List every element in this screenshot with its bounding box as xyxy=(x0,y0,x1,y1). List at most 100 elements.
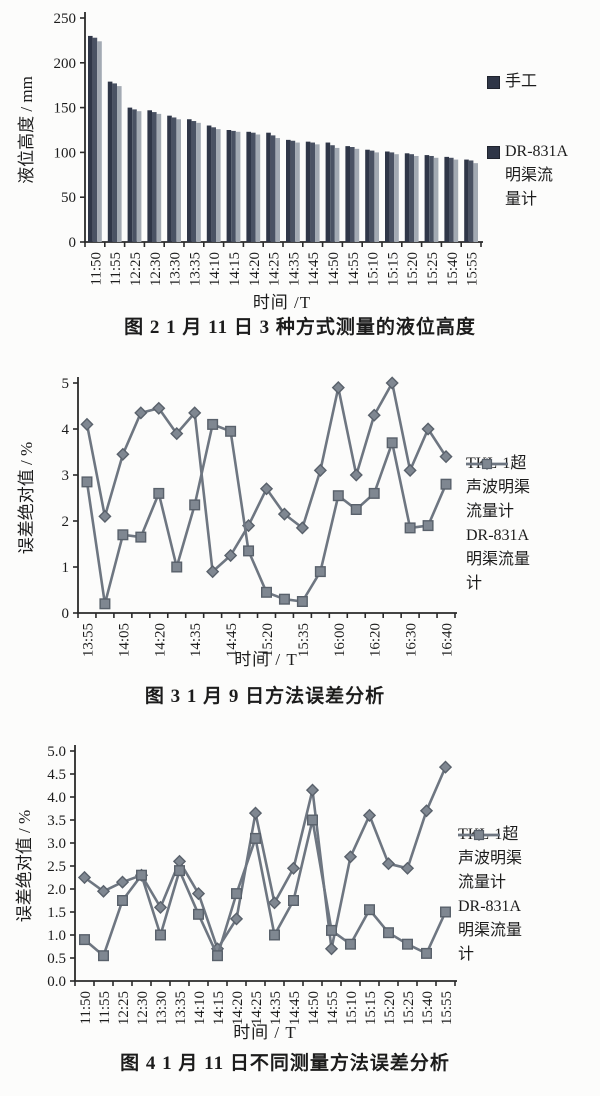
bar xyxy=(112,83,117,242)
data-point-square xyxy=(440,906,452,918)
data-point-square xyxy=(364,904,376,916)
data-point-diamond xyxy=(170,427,184,441)
data-point-diamond xyxy=(191,887,206,901)
x-tick-label: 11:50 xyxy=(88,252,104,286)
bar xyxy=(231,130,236,242)
data-point-square xyxy=(173,865,185,877)
bar-series-2 xyxy=(97,41,478,243)
bar xyxy=(345,146,350,242)
x-tick-label: 14:25 xyxy=(267,252,283,286)
x-tick-label: 15:15 xyxy=(385,252,401,286)
legend-label: DR-831A 明渠流量计 xyxy=(505,140,568,212)
data-point-square xyxy=(368,487,380,499)
x-tick-label: 15:10 xyxy=(344,991,360,1025)
data-point-diamond xyxy=(439,450,453,464)
y-tick-label: 200 xyxy=(54,56,77,72)
data-point-diamond xyxy=(267,896,282,910)
line-chart-canvas: 0 1 2 3 4 5 13:55 14:05 14:20 14:35 14:45 15:20 15:3… xyxy=(17,376,457,657)
line-chart-canvas: 0.0 0.5 1.0 1.5 2.0 2.5 3.0 3.5 4.0 4.5 5.0 11:50 11… xyxy=(15,744,457,1025)
bar xyxy=(449,157,454,242)
bar xyxy=(325,142,331,242)
bar xyxy=(310,142,315,242)
x-tick-label: 11:55 xyxy=(97,991,113,1025)
x-tick-label: 12:30 xyxy=(135,991,151,1025)
x-tick-label: 14:20 xyxy=(230,991,246,1025)
x-tick-label: 11:55 xyxy=(108,252,124,286)
x-tick-label: 14:35 xyxy=(268,991,284,1025)
x-tick-label: 13:55 xyxy=(80,623,96,657)
data-point-diamond xyxy=(229,912,244,926)
data-point-diamond xyxy=(421,422,435,436)
legend-label-line: DR-831A xyxy=(458,898,522,915)
data-point-diamond xyxy=(419,804,434,818)
y-tick-label: 1.5 xyxy=(47,905,66,921)
bar xyxy=(350,147,355,242)
x-tick-label: 15:15 xyxy=(363,991,379,1025)
figure-3-line-chart: 0 1 2 3 4 5 13:55 14:05 14:20 14:35 14:45 15:20 15:3… xyxy=(0,347,600,735)
x-tick-label: 15:10 xyxy=(366,252,382,286)
y-tick-label: 0.5 xyxy=(47,951,66,967)
x-tick-label: 15:20 xyxy=(260,623,276,657)
figure-4-line-chart: 0.0 0.5 1.0 1.5 2.0 2.5 3.0 3.5 4.0 4.5 5.0 11:50 11… xyxy=(0,735,600,1096)
x-tick-label: 16:20 xyxy=(368,623,384,657)
data-point-diamond xyxy=(400,861,415,875)
x-tick-label: 14:35 xyxy=(286,252,302,286)
bar xyxy=(315,144,320,242)
y-tick-label: 250 xyxy=(54,11,77,27)
y-axis-title: 液位高度 / mm xyxy=(17,76,36,184)
bar xyxy=(295,142,300,242)
x-tick-label: 14:35 xyxy=(188,623,204,657)
data-point-square xyxy=(269,929,281,941)
data-point-square xyxy=(189,499,201,511)
legend-entry: 手工 xyxy=(487,70,568,94)
bar-chart-legend: 手工 DR-831A 明渠流 量计 xyxy=(487,70,568,258)
bar xyxy=(369,150,375,242)
bar xyxy=(187,119,192,242)
x-tick-label: 14:20 xyxy=(247,252,263,286)
legend-entry: DR-831A 明渠流量计 xyxy=(466,458,530,596)
data-point-square xyxy=(249,832,261,844)
data-point-square xyxy=(386,437,398,449)
x-tick-label: 16:40 xyxy=(440,623,456,657)
data-point-square xyxy=(296,595,308,607)
y-tick-label: 50 xyxy=(61,190,76,206)
data-point-diamond xyxy=(295,521,309,535)
x-tick-label: 12:25 xyxy=(116,991,132,1025)
bar xyxy=(191,121,197,242)
x-tick-label: 14:20 xyxy=(152,623,168,657)
legend-label-line: 明渠流量 xyxy=(458,922,523,939)
data-point-square xyxy=(402,938,414,950)
y-tick-label: 5 xyxy=(62,376,70,392)
data-point-square xyxy=(135,531,147,543)
bar xyxy=(266,132,271,242)
legend-label: DR-831A 明渠流量计 xyxy=(458,895,522,967)
data-point-diamond xyxy=(403,463,417,477)
data-point-diamond xyxy=(153,900,168,914)
x-tick-label: 13:30 xyxy=(154,991,170,1025)
data-point-diamond xyxy=(96,884,111,898)
data-point-square xyxy=(230,888,242,900)
bar xyxy=(147,110,152,242)
data-point-square xyxy=(345,938,357,950)
x-tick-label: 15:35 xyxy=(296,623,312,657)
bar xyxy=(409,154,414,242)
data-point-square xyxy=(117,529,129,541)
bar xyxy=(127,107,133,242)
legend-label-line: 量计 xyxy=(505,191,538,208)
line-chart-x-axis-title: 时间 / T xyxy=(234,650,298,669)
data-point-square xyxy=(97,950,109,962)
x-tick-label: 15:55 xyxy=(465,252,481,286)
data-point-diamond xyxy=(367,408,381,422)
data-point-diamond xyxy=(115,875,130,889)
legend-label-line: 计 xyxy=(458,946,475,963)
data-point-diamond xyxy=(259,482,274,496)
data-point-diamond xyxy=(248,806,263,820)
data-point-diamond xyxy=(134,406,148,420)
data-point-square xyxy=(440,478,452,490)
x-tick-label: 15:25 xyxy=(425,252,441,286)
x-tick-label: 15:40 xyxy=(420,991,436,1025)
data-point-diamond xyxy=(188,406,202,420)
x-tick-label: 14:50 xyxy=(326,252,342,286)
bar xyxy=(117,86,122,242)
y-tick-label: 3.0 xyxy=(47,836,66,852)
